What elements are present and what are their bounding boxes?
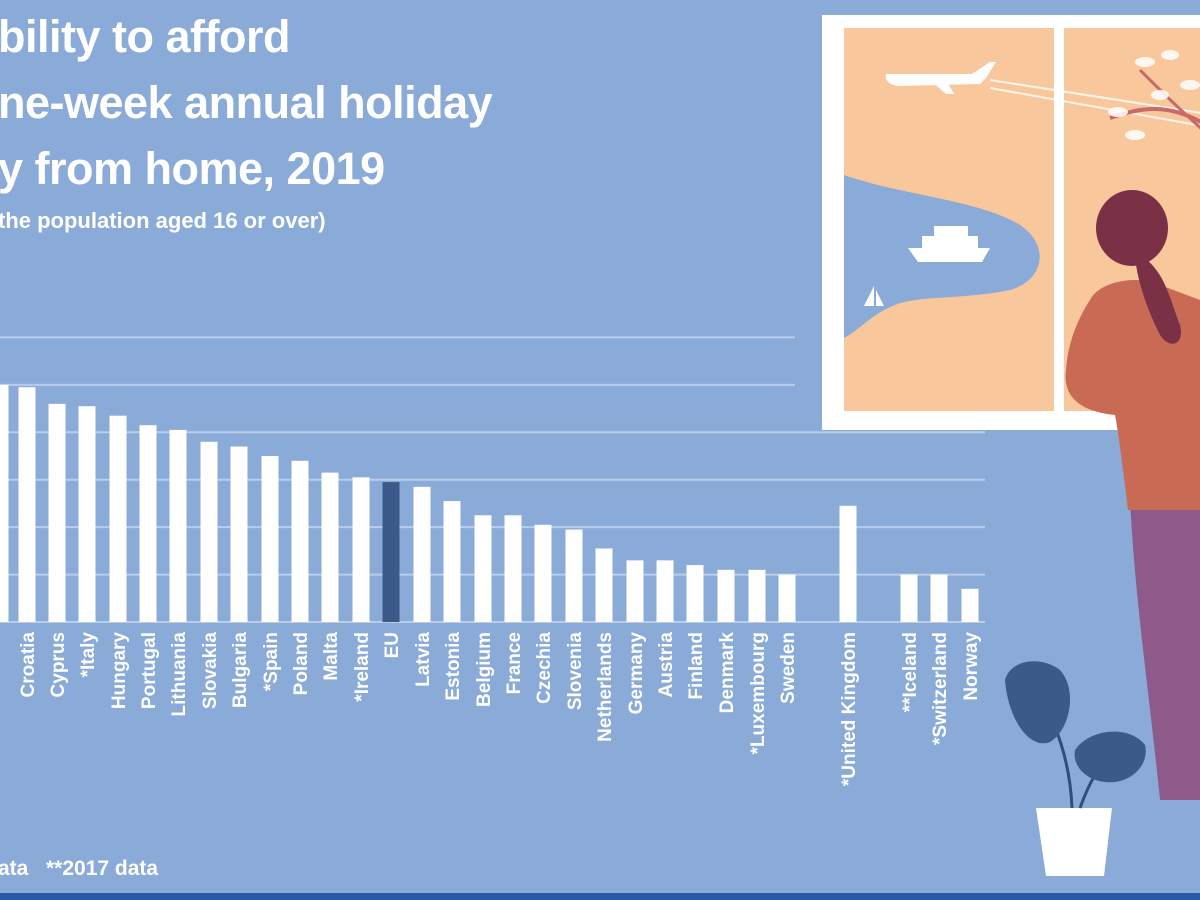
bar <box>839 505 857 622</box>
bar <box>78 406 96 622</box>
bar <box>109 415 127 622</box>
cruise-ship-icon <box>908 226 990 262</box>
bar-eu <box>382 482 400 622</box>
chart-title-line-2: ne-week annual holiday <box>0 77 493 128</box>
bar <box>413 486 431 622</box>
x-tick-label: Netherlands <box>595 632 616 742</box>
bar <box>474 515 492 622</box>
bar <box>352 477 370 622</box>
bar <box>291 460 309 622</box>
x-tick-label: *Spain <box>261 632 282 691</box>
chart-title-line-1: bility to afford <box>0 11 290 62</box>
bar <box>778 574 796 622</box>
bar <box>686 565 704 622</box>
x-tick-label: Sweden <box>778 632 799 704</box>
x-tick-label: Lithuania <box>169 632 190 717</box>
bar <box>900 574 918 622</box>
x-tick-label: Czechia <box>534 632 555 704</box>
x-tick-label: Bulgaria <box>230 632 251 708</box>
bar <box>717 569 735 622</box>
potted-plant-icon <box>1005 661 1146 876</box>
x-tick-label: Cyprus <box>48 632 69 697</box>
x-tick-label: *United Kingdom <box>839 632 860 786</box>
bar <box>443 501 461 622</box>
x-tick-label: *Luxembourg <box>748 632 769 754</box>
x-tick-label: Norway <box>961 632 982 701</box>
woman-figure-icon <box>1065 190 1200 800</box>
x-tick-label: Croatia <box>18 632 39 698</box>
x-tick-label: Belgium <box>474 632 495 707</box>
x-tick-label: Portugal <box>139 632 160 709</box>
x-tick-label: Denmark <box>717 632 738 714</box>
x-tick-label: *Ireland <box>352 632 373 702</box>
bar <box>169 429 187 622</box>
bar <box>748 569 766 622</box>
x-tick-label: Slovenia <box>565 632 586 711</box>
chart-title-line-3: y from home, 2019 <box>0 143 385 194</box>
airplane-icon <box>885 62 996 94</box>
x-tick-label: Latvia <box>413 632 434 687</box>
bar <box>534 524 552 622</box>
bar <box>656 560 674 622</box>
bar <box>139 425 157 622</box>
chart-subtitle: the population aged 16 or over) <box>0 208 326 233</box>
footnote-double-star: **2017 data <box>46 857 159 880</box>
x-tick-label: Finland <box>686 632 707 700</box>
bottom-bar <box>0 893 1200 900</box>
x-tick-label: Hungary <box>109 632 130 710</box>
x-tick-label: *Italy <box>78 632 99 678</box>
bar <box>230 446 248 622</box>
footnote-single-star: ata <box>0 857 29 880</box>
x-tick-label: Austria <box>656 632 677 698</box>
bar <box>261 456 279 622</box>
x-tick-label: **Iceland <box>900 632 921 712</box>
bar <box>18 387 36 622</box>
x-tick-label: Germany <box>626 632 647 715</box>
bar <box>565 529 583 622</box>
sailboat-icon <box>864 286 884 306</box>
x-tick-label: Malta <box>321 632 342 681</box>
bar <box>0 384 9 622</box>
bar <box>48 403 66 622</box>
bar <box>961 588 979 622</box>
x-tick-label: Slovakia <box>200 632 221 710</box>
bar <box>626 560 644 622</box>
bar <box>504 515 522 622</box>
bar <box>321 472 339 622</box>
x-tick-label: France <box>504 632 525 694</box>
x-tick-label: *Switzerland <box>930 632 951 745</box>
x-tick-label: EU <box>382 632 403 658</box>
tree-branch-icon <box>1108 50 1200 140</box>
x-tick-label: Poland <box>291 632 312 695</box>
x-tick-label: Estonia <box>443 632 464 701</box>
bar <box>595 548 613 622</box>
bar <box>200 441 218 622</box>
bar <box>930 574 948 622</box>
